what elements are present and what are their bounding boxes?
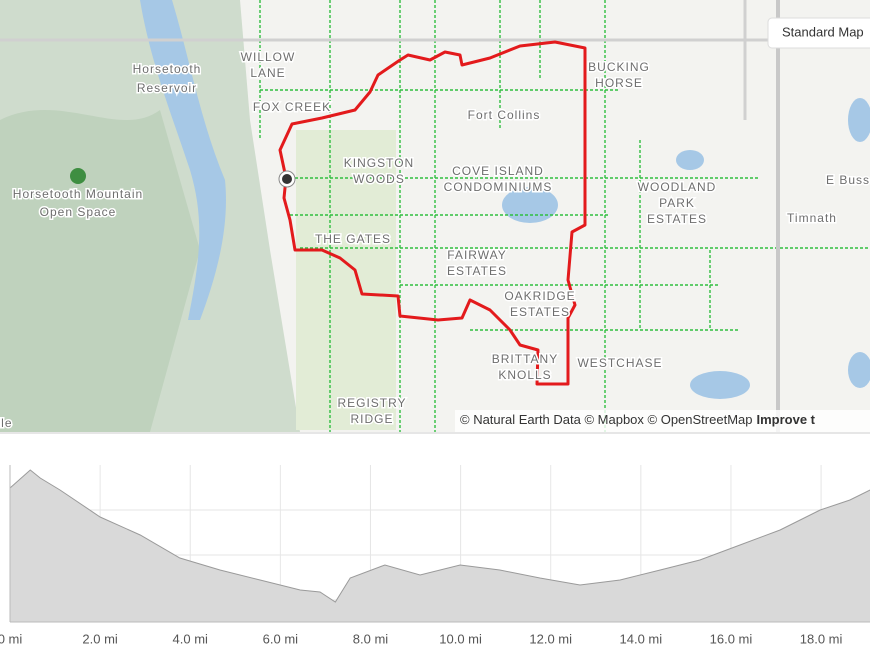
attribution: © Natural Earth Data © Mapbox © OpenStre… xyxy=(460,412,816,427)
map-label: ESTATES xyxy=(447,264,507,278)
map-style-label[interactable]: Standard Map xyxy=(782,24,864,39)
x-tick-label: 18.0 mi xyxy=(800,631,843,646)
elevation-area xyxy=(10,470,870,622)
map-label: CONDOMINIUMS xyxy=(444,180,553,194)
x-tick-label: 0 mi xyxy=(0,631,22,646)
map-label: Timnath xyxy=(787,211,837,225)
route xyxy=(278,40,587,386)
map-label: BUCKING xyxy=(588,60,650,74)
attribution-box xyxy=(455,410,870,432)
x-tick-label: 12.0 mi xyxy=(529,631,572,646)
map-style-button[interactable] xyxy=(767,17,870,49)
map-label: WOODLAND xyxy=(638,180,717,194)
map-label: PARK xyxy=(659,196,695,210)
x-tick-label: 4.0 mi xyxy=(173,631,209,646)
map-label: WESTCHASE xyxy=(577,356,662,370)
lake xyxy=(848,352,870,388)
map-label: Horsetooth xyxy=(133,62,202,76)
map-label: WOODS xyxy=(353,172,405,186)
map-label: Horsetooth Mountain xyxy=(13,187,143,201)
map-label: Reservoir xyxy=(137,81,197,95)
map-label: Fort Collins xyxy=(468,108,541,122)
x-tick-label: 16.0 mi xyxy=(710,631,753,646)
map-label: FAIRWAY xyxy=(447,248,506,262)
x-tick-label: 2.0 mi xyxy=(82,631,118,646)
map-label: FOX CREEK xyxy=(253,100,331,114)
map-label: LANE xyxy=(250,66,285,80)
x-tick-label: 6.0 mi xyxy=(263,631,299,646)
attribution-text: © Natural Earth Data © Mapbox © OpenStre… xyxy=(460,412,752,427)
map[interactable]: Standard Map © Natural Earth Data © Mapb… xyxy=(0,0,870,432)
map-label: THE GATES xyxy=(315,232,391,246)
start-marker xyxy=(282,174,292,184)
lake xyxy=(502,187,558,223)
map-label: KINGSTON xyxy=(344,156,414,170)
terrain xyxy=(0,110,200,432)
map-label: RIDGE xyxy=(350,412,393,426)
map-labels: Horsetooth Reservoir Horsetooth Mountain Op… xyxy=(0,49,870,432)
map-label: ESTATES xyxy=(647,212,707,226)
map-label: ESTATES xyxy=(510,305,570,319)
map-label: lle xyxy=(0,416,13,430)
map-label: KNOLLS xyxy=(498,368,551,382)
x-tick-label: 14.0 mi xyxy=(620,631,663,646)
lake xyxy=(690,371,750,399)
lake xyxy=(848,98,870,142)
map-label: OAKRIDGE xyxy=(504,289,575,303)
map-label: Open Space xyxy=(40,205,117,219)
elevation-chart: 0 mi 2.0 mi 4.0 mi 6.0 mi 8.0 mi 10.0 mi 12.0 … xyxy=(0,432,870,646)
map-label: WILLOW xyxy=(241,50,296,64)
x-tick-label: 10.0 mi xyxy=(439,631,482,646)
x-tick-label: 8.0 mi xyxy=(353,631,389,646)
lake xyxy=(676,150,704,170)
elevation-line xyxy=(9,469,870,603)
improve-link[interactable]: Improve t xyxy=(756,412,815,427)
map-label: HORSE xyxy=(595,76,643,90)
reservoir xyxy=(140,0,226,320)
map-label: REGISTRY xyxy=(337,396,406,410)
park xyxy=(296,130,396,430)
map-label: BRITTANY xyxy=(492,352,558,366)
map-label: COVE ISLAND xyxy=(452,164,544,178)
map-label: E Buss xyxy=(826,173,870,187)
park-icon xyxy=(70,168,86,184)
